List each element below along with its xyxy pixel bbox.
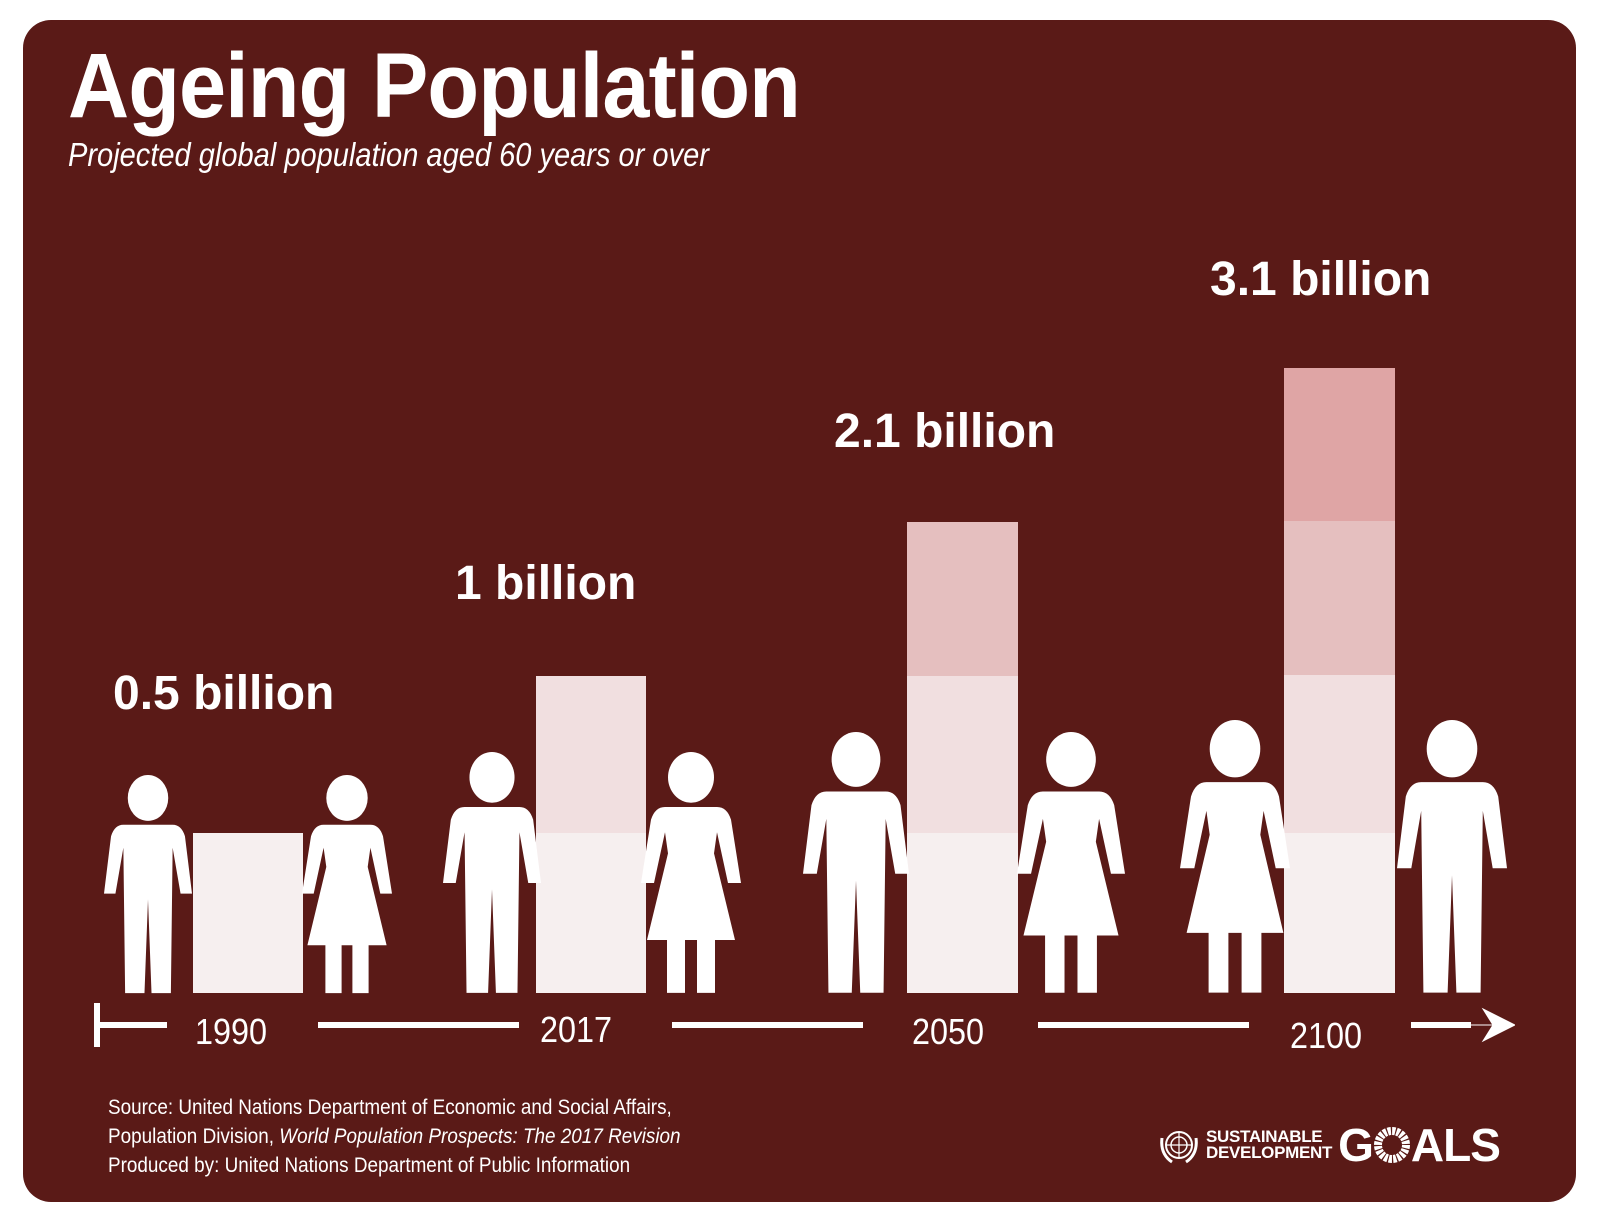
un-emblem-icon — [1160, 1131, 1198, 1164]
source-text: Source: United Nations Department of Eco… — [108, 1093, 681, 1180]
year-label-2100: 2100 — [1290, 1015, 1363, 1056]
value-label-2100: 3.1 billion — [1210, 253, 1432, 306]
male-figure-icon — [443, 752, 541, 993]
bar-segment — [907, 833, 1018, 993]
bar-segment — [907, 522, 1018, 676]
bar-segment — [1284, 675, 1395, 833]
value-label-2017: 1 billion — [455, 557, 637, 610]
timeline-arrow-icon — [1463, 1007, 1515, 1043]
male-figure-icon — [1397, 720, 1507, 993]
bar-segment — [536, 676, 646, 833]
timeline-segment — [1411, 1022, 1471, 1028]
source-line-2: Population Division, World Population Pr… — [108, 1125, 681, 1148]
male-figure-icon — [104, 775, 192, 994]
publication-title: World Population Prospects: The 2017 Rev… — [279, 1125, 681, 1148]
female-figure-icon — [302, 775, 392, 994]
female-figure-icon — [1017, 732, 1125, 993]
sdg-wordmark: SUSTAINABLE DEVELOPMENT — [1206, 1127, 1333, 1162]
bar-1990 — [193, 833, 303, 993]
goals-wordmark: G ALS — [1338, 1119, 1501, 1171]
bar-segment — [907, 676, 1018, 833]
bar-segment — [1284, 368, 1395, 521]
timeline-segment — [672, 1022, 863, 1028]
timeline-segment — [1038, 1022, 1249, 1028]
value-label-1990: 0.5 billion — [113, 667, 335, 720]
year-label-2050: 2050 — [912, 1011, 985, 1052]
bar-segment — [536, 833, 646, 993]
year-label-2017: 2017 — [540, 1009, 613, 1050]
source-line-3: Produced by: United Nations Department o… — [108, 1154, 631, 1177]
page-subtitle: Projected global population aged 60 year… — [68, 136, 709, 173]
timeline-segment — [94, 1022, 167, 1028]
page-title: Ageing Population — [68, 35, 801, 137]
bar-segment — [1284, 833, 1395, 993]
female-figure-icon — [641, 752, 741, 993]
sdg-wheel-icon — [1373, 1127, 1410, 1163]
timeline-segment — [318, 1022, 519, 1028]
bar-2100 — [1284, 368, 1395, 993]
bar-2017 — [536, 676, 646, 993]
bar-segment — [193, 833, 303, 993]
value-label-2050: 2.1 billion — [834, 405, 1056, 458]
female-figure-icon — [1180, 720, 1290, 993]
source-line-1: Source: United Nations Department of Eco… — [108, 1096, 672, 1119]
sdg-logo: SUSTAINABLE DEVELOPMENT G ALS — [1158, 1119, 1501, 1171]
bar-segment — [1284, 521, 1395, 675]
bar-2050 — [907, 522, 1018, 993]
year-label-1990: 1990 — [195, 1011, 268, 1052]
male-figure-icon — [803, 732, 909, 993]
